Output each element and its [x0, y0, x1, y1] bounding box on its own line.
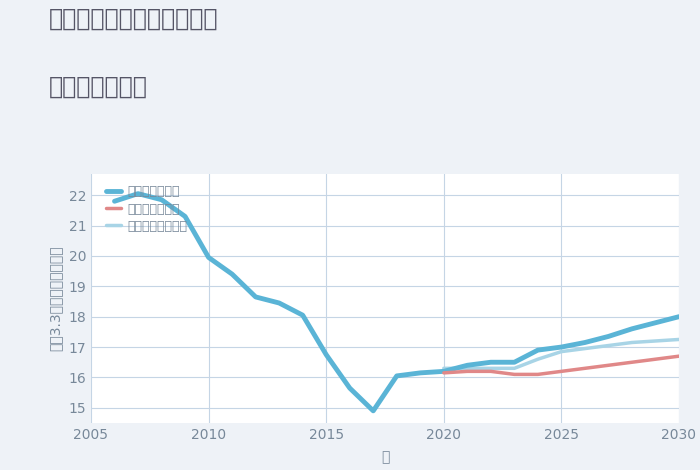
Y-axis label: 坪（3.3㎡）単価（万円）: 坪（3.3㎡）単価（万円）: [49, 246, 63, 351]
Text: 兵庫県豊岡市但東町矢根の: 兵庫県豊岡市但東町矢根の: [49, 7, 218, 31]
Text: 土地の価格推移: 土地の価格推移: [49, 75, 148, 99]
Legend: グッドシナリオ, バッドシナリオ, ノーマルシナリオ: グッドシナリオ, バッドシナリオ, ノーマルシナリオ: [103, 183, 190, 235]
X-axis label: 年: 年: [381, 450, 389, 464]
